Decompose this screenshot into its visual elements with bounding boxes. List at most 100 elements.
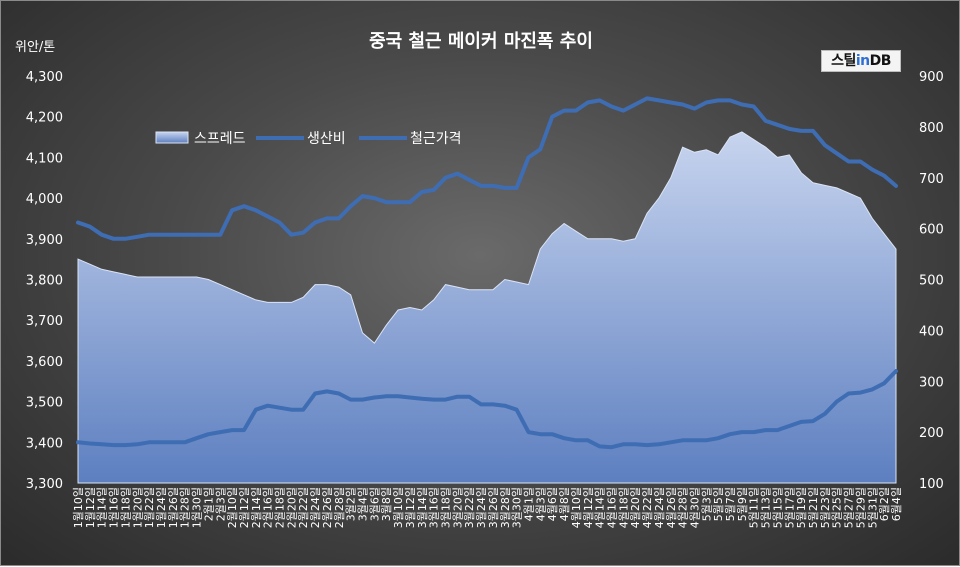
- y-left-tick-label: 4,300: [26, 70, 63, 85]
- y-right-tick-label: 200: [919, 426, 944, 441]
- x-tick-label: 1월18일: [118, 487, 132, 528]
- y-right-tick-label: 500: [919, 274, 944, 289]
- y-left-tick-label: 3,500: [26, 396, 63, 411]
- legend-label-rebar-price: 철근가격: [410, 131, 462, 147]
- x-tick-label: 5월31일: [865, 487, 879, 528]
- x-tick-label: 1월20일: [130, 487, 144, 528]
- legend-label-production-cost: 생산비: [307, 131, 346, 147]
- x-tick-label: 3월10일: [391, 487, 405, 528]
- x-tick-label: 4월6일: [545, 487, 559, 521]
- x-tick-label: 2월20일: [284, 487, 298, 528]
- x-tick-label: 4월26일: [664, 487, 678, 528]
- y-right-tick-label: 300: [919, 375, 944, 390]
- x-tick-label: 3월14일: [415, 487, 429, 528]
- y-left-tick-label: 4,200: [26, 111, 63, 126]
- y-right-tick-label: 800: [919, 121, 944, 136]
- x-tick-label: 1월26일: [166, 487, 180, 528]
- x-tick-label: 1월12일: [83, 487, 97, 528]
- x-tick-label: 2월16일: [261, 487, 275, 528]
- x-tick-label: 5월15일: [770, 487, 784, 528]
- x-tick-label: 4월10일: [569, 487, 583, 528]
- series-line-rebar-price: [76, 96, 898, 241]
- y-left-tick-label: 3,700: [26, 314, 63, 329]
- x-tick-label: 4월28일: [676, 487, 690, 528]
- x-tick-label: 2월1일: [201, 487, 215, 521]
- x-tick-label: 5월27일: [842, 487, 856, 528]
- x-tick-label: 4월30일: [687, 487, 701, 528]
- x-tick-label: 3월20일: [450, 487, 464, 528]
- y-left-tick-label: 3,400: [26, 436, 63, 451]
- x-tick-label: 4월3일: [533, 487, 547, 521]
- x-tick-label: 3월6일: [367, 487, 381, 521]
- x-tick-label: 4월22일: [640, 487, 654, 528]
- x-tick-label: 4월20일: [628, 487, 642, 528]
- x-tick-label: 6월2일: [877, 487, 891, 521]
- x-tick-label: 3월4일: [356, 487, 370, 521]
- x-tick-label: 2월10일: [225, 487, 239, 528]
- x-tick-label: 5월11일: [747, 487, 761, 528]
- x-tick-label: 3월18일: [439, 487, 453, 528]
- x-tick-label: 2월28일: [332, 487, 346, 528]
- x-tick-label: 2월3일: [213, 487, 227, 521]
- x-tick-label: 5월9일: [735, 487, 749, 521]
- x-tick-label: 1월14일: [95, 487, 109, 528]
- x-tick-label: 4월16일: [604, 487, 618, 528]
- y-right-tick-label: 700: [919, 172, 944, 187]
- x-tick-label: 1월22일: [142, 487, 156, 528]
- x-tick-label: 3월8일: [379, 487, 393, 521]
- y-right-tick-label: 900: [919, 70, 944, 85]
- legend-label-spread: 스프레드: [194, 131, 246, 147]
- x-tick-label: 3월30일: [510, 487, 524, 528]
- x-tick-label: 3월12일: [403, 487, 417, 528]
- x-tick-label: 3월2일: [344, 487, 358, 521]
- series-line-production-cost: [76, 369, 898, 450]
- x-tick-label: 3월22일: [462, 487, 476, 528]
- x-tick-label: 5월25일: [830, 487, 844, 528]
- x-tick-label: 5월23일: [818, 487, 832, 528]
- y-left-tick-label: 3,600: [26, 355, 63, 370]
- x-tick-label: 1월28일: [178, 487, 192, 528]
- x-tick-label: 3월24일: [474, 487, 488, 528]
- x-tick-label: 5월21일: [806, 487, 820, 528]
- y-axis-unit-label: 위안/톤: [15, 40, 55, 55]
- x-tick-label: 3월26일: [486, 487, 500, 528]
- x-tick-label: 1월30일: [190, 487, 204, 528]
- x-tick-label: 3월16일: [427, 487, 441, 528]
- y-left-tick-label: 4,100: [26, 151, 63, 166]
- series-area-spread: [77, 131, 897, 484]
- x-tick-label: 1월24일: [154, 487, 168, 528]
- x-tick-label: 1월10일: [71, 487, 85, 528]
- x-tick-label: 5월17일: [782, 487, 796, 528]
- x-tick-label: 5월29일: [853, 487, 867, 528]
- x-tick-label: 4월24일: [652, 487, 666, 528]
- chart-title: 중국 철근 메이커 마진폭 추이: [369, 31, 593, 52]
- x-tick-label: 3월28일: [498, 487, 512, 528]
- x-tick-label: 5월13일: [759, 487, 773, 528]
- x-tick-label: 4월14일: [593, 487, 607, 528]
- y-right-tick-label: 100: [919, 477, 944, 492]
- y-left-tick-label: 3,900: [26, 233, 63, 248]
- y-left-tick-label: 4,000: [26, 192, 63, 207]
- x-tick-label: 2월26일: [320, 487, 334, 528]
- x-tick-label: 6월4일: [889, 487, 903, 521]
- x-tick-label: 4월18일: [616, 487, 630, 528]
- y-right-tick-label: 600: [919, 223, 944, 238]
- x-tick-label: 5월19일: [794, 487, 808, 528]
- x-tick-label: 2월14일: [249, 487, 263, 528]
- y-right-tick-label: 400: [919, 324, 944, 339]
- x-tick-label: 4월8일: [557, 487, 571, 521]
- y-left-tick-label: 3,300: [26, 477, 63, 492]
- x-tick-label: 5월5일: [711, 487, 725, 521]
- y-left-tick-label: 3,800: [26, 274, 63, 289]
- x-tick-label: 4월12일: [581, 487, 595, 528]
- x-tick-label: 1월16일: [107, 487, 121, 528]
- x-tick-label: 4월1일: [521, 487, 535, 521]
- x-tick-label: 2월12일: [237, 487, 251, 528]
- x-tick-label: 5월3일: [699, 487, 713, 521]
- x-tick-label: 5월7일: [723, 487, 737, 521]
- x-tick-label: 2월24일: [308, 487, 322, 528]
- legend-swatch-spread: [155, 131, 189, 144]
- steelindb-logo: 스틸inDB: [821, 50, 901, 72]
